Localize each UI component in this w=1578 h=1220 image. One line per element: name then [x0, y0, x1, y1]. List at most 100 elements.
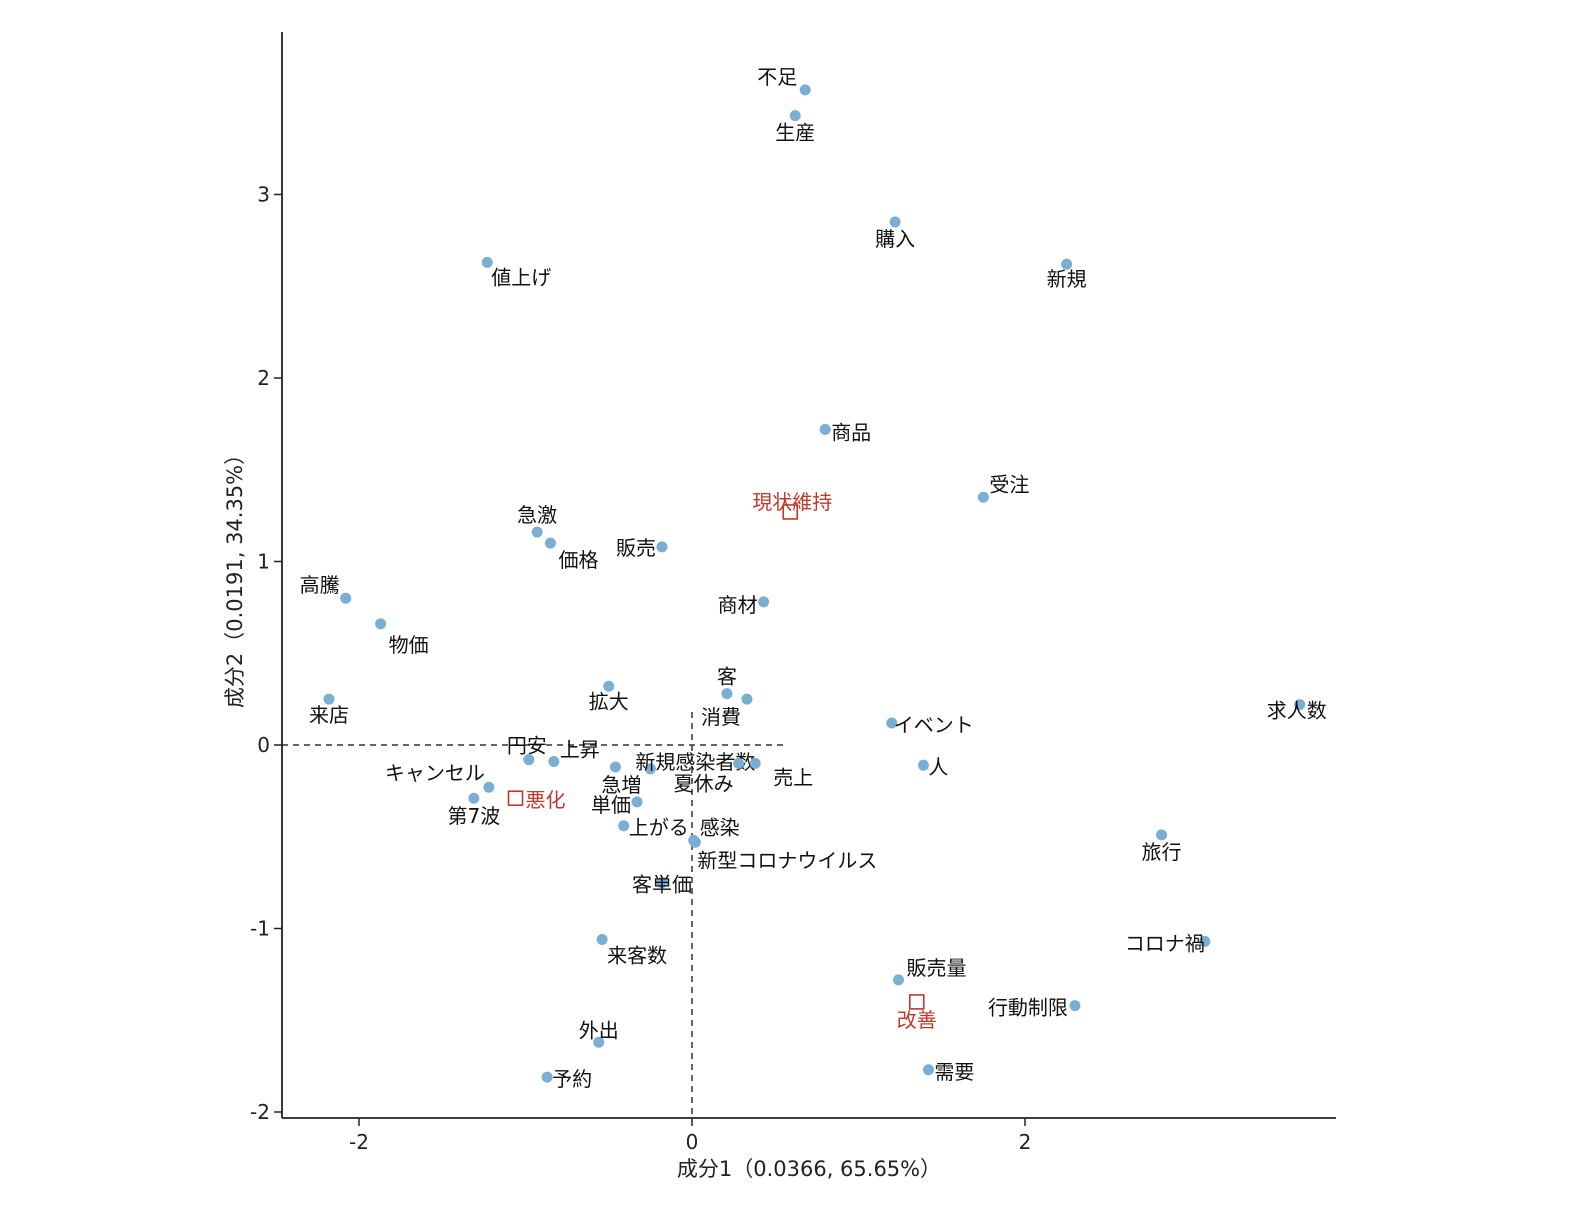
data-point-label: 急激 [517, 503, 557, 527]
data-point-label: コロナ禍 [1125, 931, 1205, 955]
data-point-label: 商品 [831, 420, 871, 444]
category-marker [507, 790, 524, 807]
data-point [323, 693, 335, 705]
data-point [1156, 829, 1168, 841]
data-point-label: 商材 [718, 593, 758, 617]
data-point [340, 592, 352, 604]
data-point [922, 1064, 934, 1076]
data-point [1199, 935, 1211, 947]
data-point-label: 値上げ [491, 265, 551, 289]
data-point-label: イベント [894, 713, 974, 737]
data-point-label: 販売量 [906, 956, 966, 980]
category-label: 悪化 [526, 788, 566, 812]
category-label: 現状維持 [752, 490, 832, 514]
category-marker [908, 994, 925, 1010]
data-point [468, 792, 480, 804]
data-point-label: 消費 [701, 705, 741, 729]
data-point-label: 円安 [507, 734, 547, 758]
data-point-label: 価格 [558, 548, 598, 572]
data-point [618, 820, 630, 832]
data-point-label: 受注 [989, 472, 1029, 496]
data-point-label: 予約 [552, 1067, 592, 1091]
data-point [917, 759, 929, 771]
y-tick-label: 3 [257, 183, 270, 207]
data-point [758, 596, 770, 608]
data-point [375, 618, 387, 630]
data-point-label: 人 [928, 755, 948, 779]
data-point [596, 934, 608, 946]
data-point [799, 84, 811, 96]
data-point [749, 757, 761, 769]
data-point-label: 新型コロナウイルス [697, 848, 877, 872]
x-tick-label: -2 [349, 1130, 369, 1154]
data-point-label: 売上 [773, 765, 813, 789]
data-point [721, 688, 733, 700]
data-point [483, 781, 495, 793]
data-point [644, 763, 656, 775]
data-point [892, 974, 904, 986]
data-point [789, 110, 801, 122]
x-axis-ticks: -2 0 2 [349, 1118, 1031, 1154]
data-point [689, 836, 701, 848]
data-point-label: 物価 [389, 633, 429, 657]
data-point [523, 754, 535, 766]
y-tick-label: 0 [257, 733, 270, 757]
x-tick-label: 2 [1019, 1130, 1032, 1154]
y-axis-ticks: -2 -1 0 1 2 3 [250, 183, 282, 1124]
data-point-label: 拡大 [589, 689, 629, 713]
data-point-label: 生産 [775, 121, 815, 145]
data-point [977, 491, 989, 503]
data-point-label: 求人数 [1267, 699, 1327, 723]
data-point-label: 客 [717, 665, 737, 689]
data-point-label: 新規 [1047, 267, 1087, 291]
category-label: 改善 [897, 1008, 937, 1032]
data-point [1061, 258, 1073, 270]
data-point-label: 需要 [934, 1060, 974, 1084]
data-point [541, 1071, 553, 1083]
data-point-label: 販売 [616, 536, 656, 560]
data-point [603, 680, 615, 692]
y-tick-label: -1 [250, 917, 270, 941]
data-point [889, 216, 901, 228]
data-point-label: 不足 [757, 65, 797, 89]
y-tick-label: -2 [250, 1100, 270, 1124]
x-tick-label: 0 [686, 1130, 699, 1154]
y-tick-label: 1 [257, 550, 270, 574]
data-point [548, 756, 560, 768]
data-point [1069, 1000, 1081, 1012]
axes: -2 0 2 -2 -1 0 1 2 3 成分1（0.0366, 65.65%） 成分2（0.… [223, 32, 1336, 1181]
data-point [593, 1036, 605, 1048]
data-point [741, 693, 753, 705]
data-point-label: 高騰 [300, 573, 340, 597]
data-point-label: 旅行 [1142, 840, 1182, 864]
data-point [656, 541, 668, 553]
data-point-label: キャンセル [385, 761, 485, 785]
data-point [631, 796, 643, 808]
data-point [656, 877, 668, 889]
y-axis-title: 成分2（0.0191, 34.35%） [223, 444, 247, 708]
data-point [481, 256, 493, 268]
data-point-label: 外出 [579, 1018, 619, 1042]
data-point [733, 757, 745, 769]
data-point-label: 来客数 [607, 944, 667, 968]
data-point [819, 423, 831, 435]
data-point-label: 来店 [309, 703, 349, 727]
data-point-label: 上がる [629, 816, 689, 840]
data-point-label: 上昇 [560, 738, 600, 762]
data-point-label: 第7波 [448, 804, 501, 828]
data-point [544, 537, 556, 549]
data-point [609, 761, 621, 773]
data-point [1294, 699, 1306, 711]
data-point [886, 717, 898, 729]
data-point-label: 夏休み [674, 771, 734, 795]
y-tick-label: 2 [257, 366, 270, 390]
data-point-label: 客単価 [632, 873, 692, 897]
data-point-label: 急増 [601, 773, 641, 797]
data-point [531, 526, 543, 538]
data-point-label: 購入 [875, 227, 915, 251]
data-point-label: 単価 [591, 793, 631, 817]
data-point-label: 行動制限 [988, 996, 1068, 1020]
